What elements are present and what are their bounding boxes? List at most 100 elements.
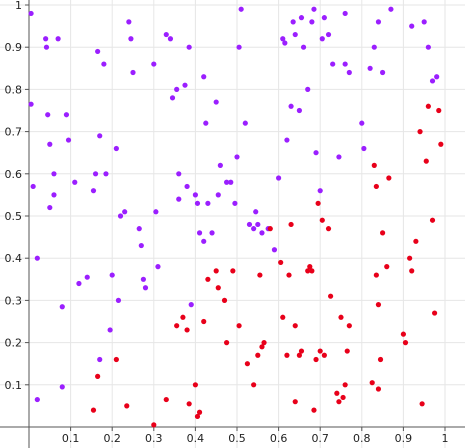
point-s0-71: [246, 221, 253, 228]
y-tick-label-6: 0.7: [5, 126, 23, 139]
point-s1-71: [419, 401, 425, 407]
point-s0-64: [224, 179, 230, 185]
point-s1-29: [280, 314, 286, 320]
point-s0-99: [342, 61, 348, 67]
point-s0-104: [371, 44, 377, 50]
point-s1-37: [305, 268, 311, 274]
y-tick-label-3: 0.4: [5, 252, 23, 265]
point-s1-76: [436, 107, 442, 114]
point-s1-46: [325, 226, 332, 232]
point-s1-28: [278, 259, 284, 266]
point-s0-58: [203, 120, 209, 126]
point-s1-74: [429, 217, 436, 223]
point-s0-1: [28, 101, 34, 107]
x-tick-label-1: 0.2: [103, 432, 121, 445]
point-s0-57: [201, 238, 207, 244]
point-s0-62: [215, 192, 221, 198]
x-tick-label-3: 0.4: [187, 432, 205, 445]
point-s1-15: [213, 268, 219, 274]
point-s1-75: [432, 310, 438, 316]
point-s0-49: [182, 82, 188, 88]
point-s1-49: [336, 399, 342, 405]
y-tick-label-8: 0.9: [5, 41, 23, 54]
point-s0-15: [63, 112, 70, 118]
x-tick-label-6: 0.7: [311, 432, 329, 445]
point-s1-69: [413, 238, 419, 244]
point-s0-101: [359, 120, 365, 126]
point-s0-105: [375, 19, 382, 25]
point-s0-29: [113, 145, 119, 152]
point-s1-6: [174, 323, 180, 329]
y-tick-label-9: 1: [15, 0, 22, 12]
point-s1-40: [311, 407, 317, 413]
point-s0-47: [176, 171, 182, 177]
x-tick-label-9: 1: [442, 432, 449, 445]
point-s1-57: [373, 272, 379, 278]
point-s0-103: [367, 65, 373, 71]
point-s0-54: [194, 200, 201, 206]
y-tick-label-5: 0.6: [5, 168, 23, 181]
point-s0-52: [188, 302, 194, 308]
point-s0-69: [238, 6, 244, 12]
point-s1-9: [186, 401, 192, 407]
point-s1-27: [267, 226, 273, 232]
x-tick-label-5: 0.6: [270, 432, 288, 445]
point-s1-60: [375, 302, 382, 308]
tick-labels: 0.1 0.2 0.3 0.4 0.5 0.6 0.7 0.8 0.9 1 0.1 0.2 0.3 0.4…: [5, 0, 449, 445]
point-s1-24: [257, 272, 263, 278]
point-s1-4: [151, 422, 157, 428]
point-s1-54: [346, 323, 352, 329]
point-s0-79: [280, 36, 286, 42]
point-s1-67: [407, 255, 413, 261]
point-s0-38: [140, 276, 146, 282]
point-s1-14: [205, 276, 211, 282]
point-s0-97: [336, 154, 342, 160]
point-s1-30: [284, 352, 290, 358]
point-s1-68: [409, 268, 415, 274]
point-s0-30: [115, 297, 122, 303]
point-s0-96: [330, 61, 336, 67]
point-s1-42: [315, 200, 321, 206]
point-s1-70: [417, 129, 423, 135]
point-s0-66: [232, 200, 238, 206]
point-s0-32: [122, 209, 128, 215]
point-s1-35: [296, 352, 302, 358]
point-s0-12: [55, 36, 61, 42]
point-s1-17: [221, 297, 228, 303]
point-s1-61: [377, 356, 384, 363]
y-tick-label-1: 0.2: [5, 337, 23, 350]
point-s1-1: [95, 373, 101, 379]
point-s0-11: [51, 192, 57, 198]
x-tick-label-0: 0.1: [62, 432, 80, 445]
y-tick-label-4: 0.5: [5, 210, 23, 223]
x-tick-label-4: 0.5: [228, 432, 246, 445]
point-s1-53: [344, 348, 350, 354]
point-s0-72: [251, 226, 257, 232]
point-s0-74: [255, 221, 261, 228]
point-s0-67: [234, 154, 240, 160]
point-s1-25: [259, 344, 265, 350]
point-s1-16: [215, 285, 221, 291]
point-s0-23: [97, 133, 103, 139]
point-s1-11: [194, 413, 201, 420]
point-s0-9: [47, 204, 53, 211]
point-s1-26: [261, 340, 267, 346]
point-s0-98: [342, 10, 348, 17]
point-s1-51: [340, 394, 346, 401]
point-s0-21: [92, 171, 99, 177]
point-s0-17: [72, 179, 78, 185]
point-s0-81: [284, 137, 290, 143]
point-s0-13: [59, 304, 65, 310]
x-tick-label-7: 0.8: [353, 432, 371, 445]
point-s1-8: [184, 327, 190, 333]
point-s0-70: [242, 120, 248, 126]
y-tick-label-0: 0.1: [5, 379, 23, 392]
point-s0-83: [290, 19, 296, 25]
point-s1-21: [244, 361, 250, 367]
point-s0-109: [421, 19, 427, 25]
point-s1-50: [338, 314, 344, 320]
point-s0-112: [434, 74, 440, 80]
